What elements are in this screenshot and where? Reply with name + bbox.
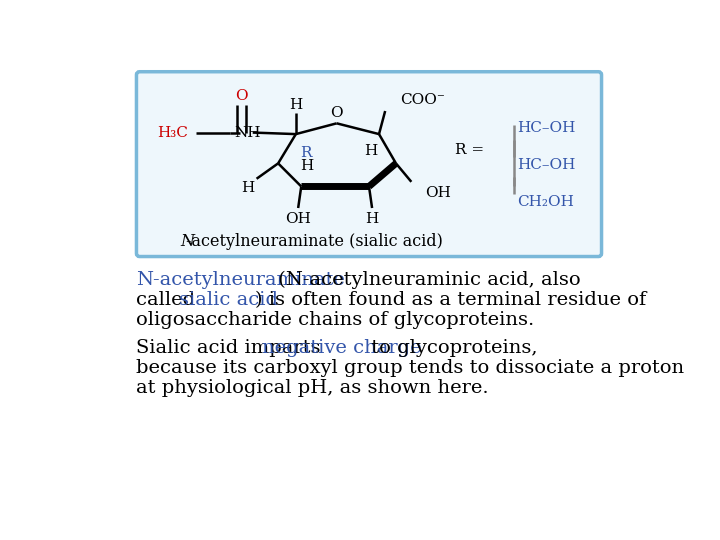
Text: Sialic acid imparts: Sialic acid imparts — [137, 339, 327, 357]
Text: H: H — [300, 159, 313, 173]
Text: CH₂OH: CH₂OH — [517, 195, 574, 209]
FancyBboxPatch shape — [137, 72, 601, 256]
Text: R: R — [300, 146, 311, 160]
Text: COO⁻: COO⁻ — [400, 93, 446, 107]
Text: negative charge: negative charge — [262, 339, 422, 357]
Text: OH: OH — [426, 186, 451, 200]
Text: HC–OH: HC–OH — [517, 121, 575, 135]
Text: HC–OH: HC–OH — [517, 158, 575, 172]
Text: H: H — [366, 212, 379, 226]
Text: OH: OH — [285, 212, 311, 226]
Text: H: H — [240, 181, 254, 195]
Text: N: N — [180, 233, 194, 251]
Text: oligosaccharide chains of glycoproteins.: oligosaccharide chains of glycoproteins. — [137, 311, 535, 329]
Text: H: H — [289, 98, 302, 112]
Text: called: called — [137, 291, 202, 309]
Text: because its carboxyl group tends to dissociate a proton: because its carboxyl group tends to diss… — [137, 359, 685, 377]
Text: to glycoproteins,: to glycoproteins, — [365, 339, 538, 357]
Text: O: O — [235, 89, 248, 103]
Text: (N-acetylneuraminic acid, also: (N-acetylneuraminic acid, also — [272, 271, 580, 289]
Text: -acetylneuraminate (sialic acid): -acetylneuraminate (sialic acid) — [186, 233, 443, 251]
Text: H: H — [364, 144, 377, 158]
Text: ) is often found as a terminal residue of: ) is often found as a terminal residue o… — [255, 291, 647, 309]
Text: N-acetylneuraminate: N-acetylneuraminate — [137, 271, 346, 289]
Text: R =: R = — [455, 143, 485, 157]
Text: H₃C: H₃C — [157, 126, 188, 139]
Text: NH: NH — [234, 126, 261, 139]
Text: sialic acid: sialic acid — [179, 291, 278, 309]
Text: at physiological pH, as shown here.: at physiological pH, as shown here. — [137, 379, 489, 397]
Text: O: O — [330, 106, 343, 120]
